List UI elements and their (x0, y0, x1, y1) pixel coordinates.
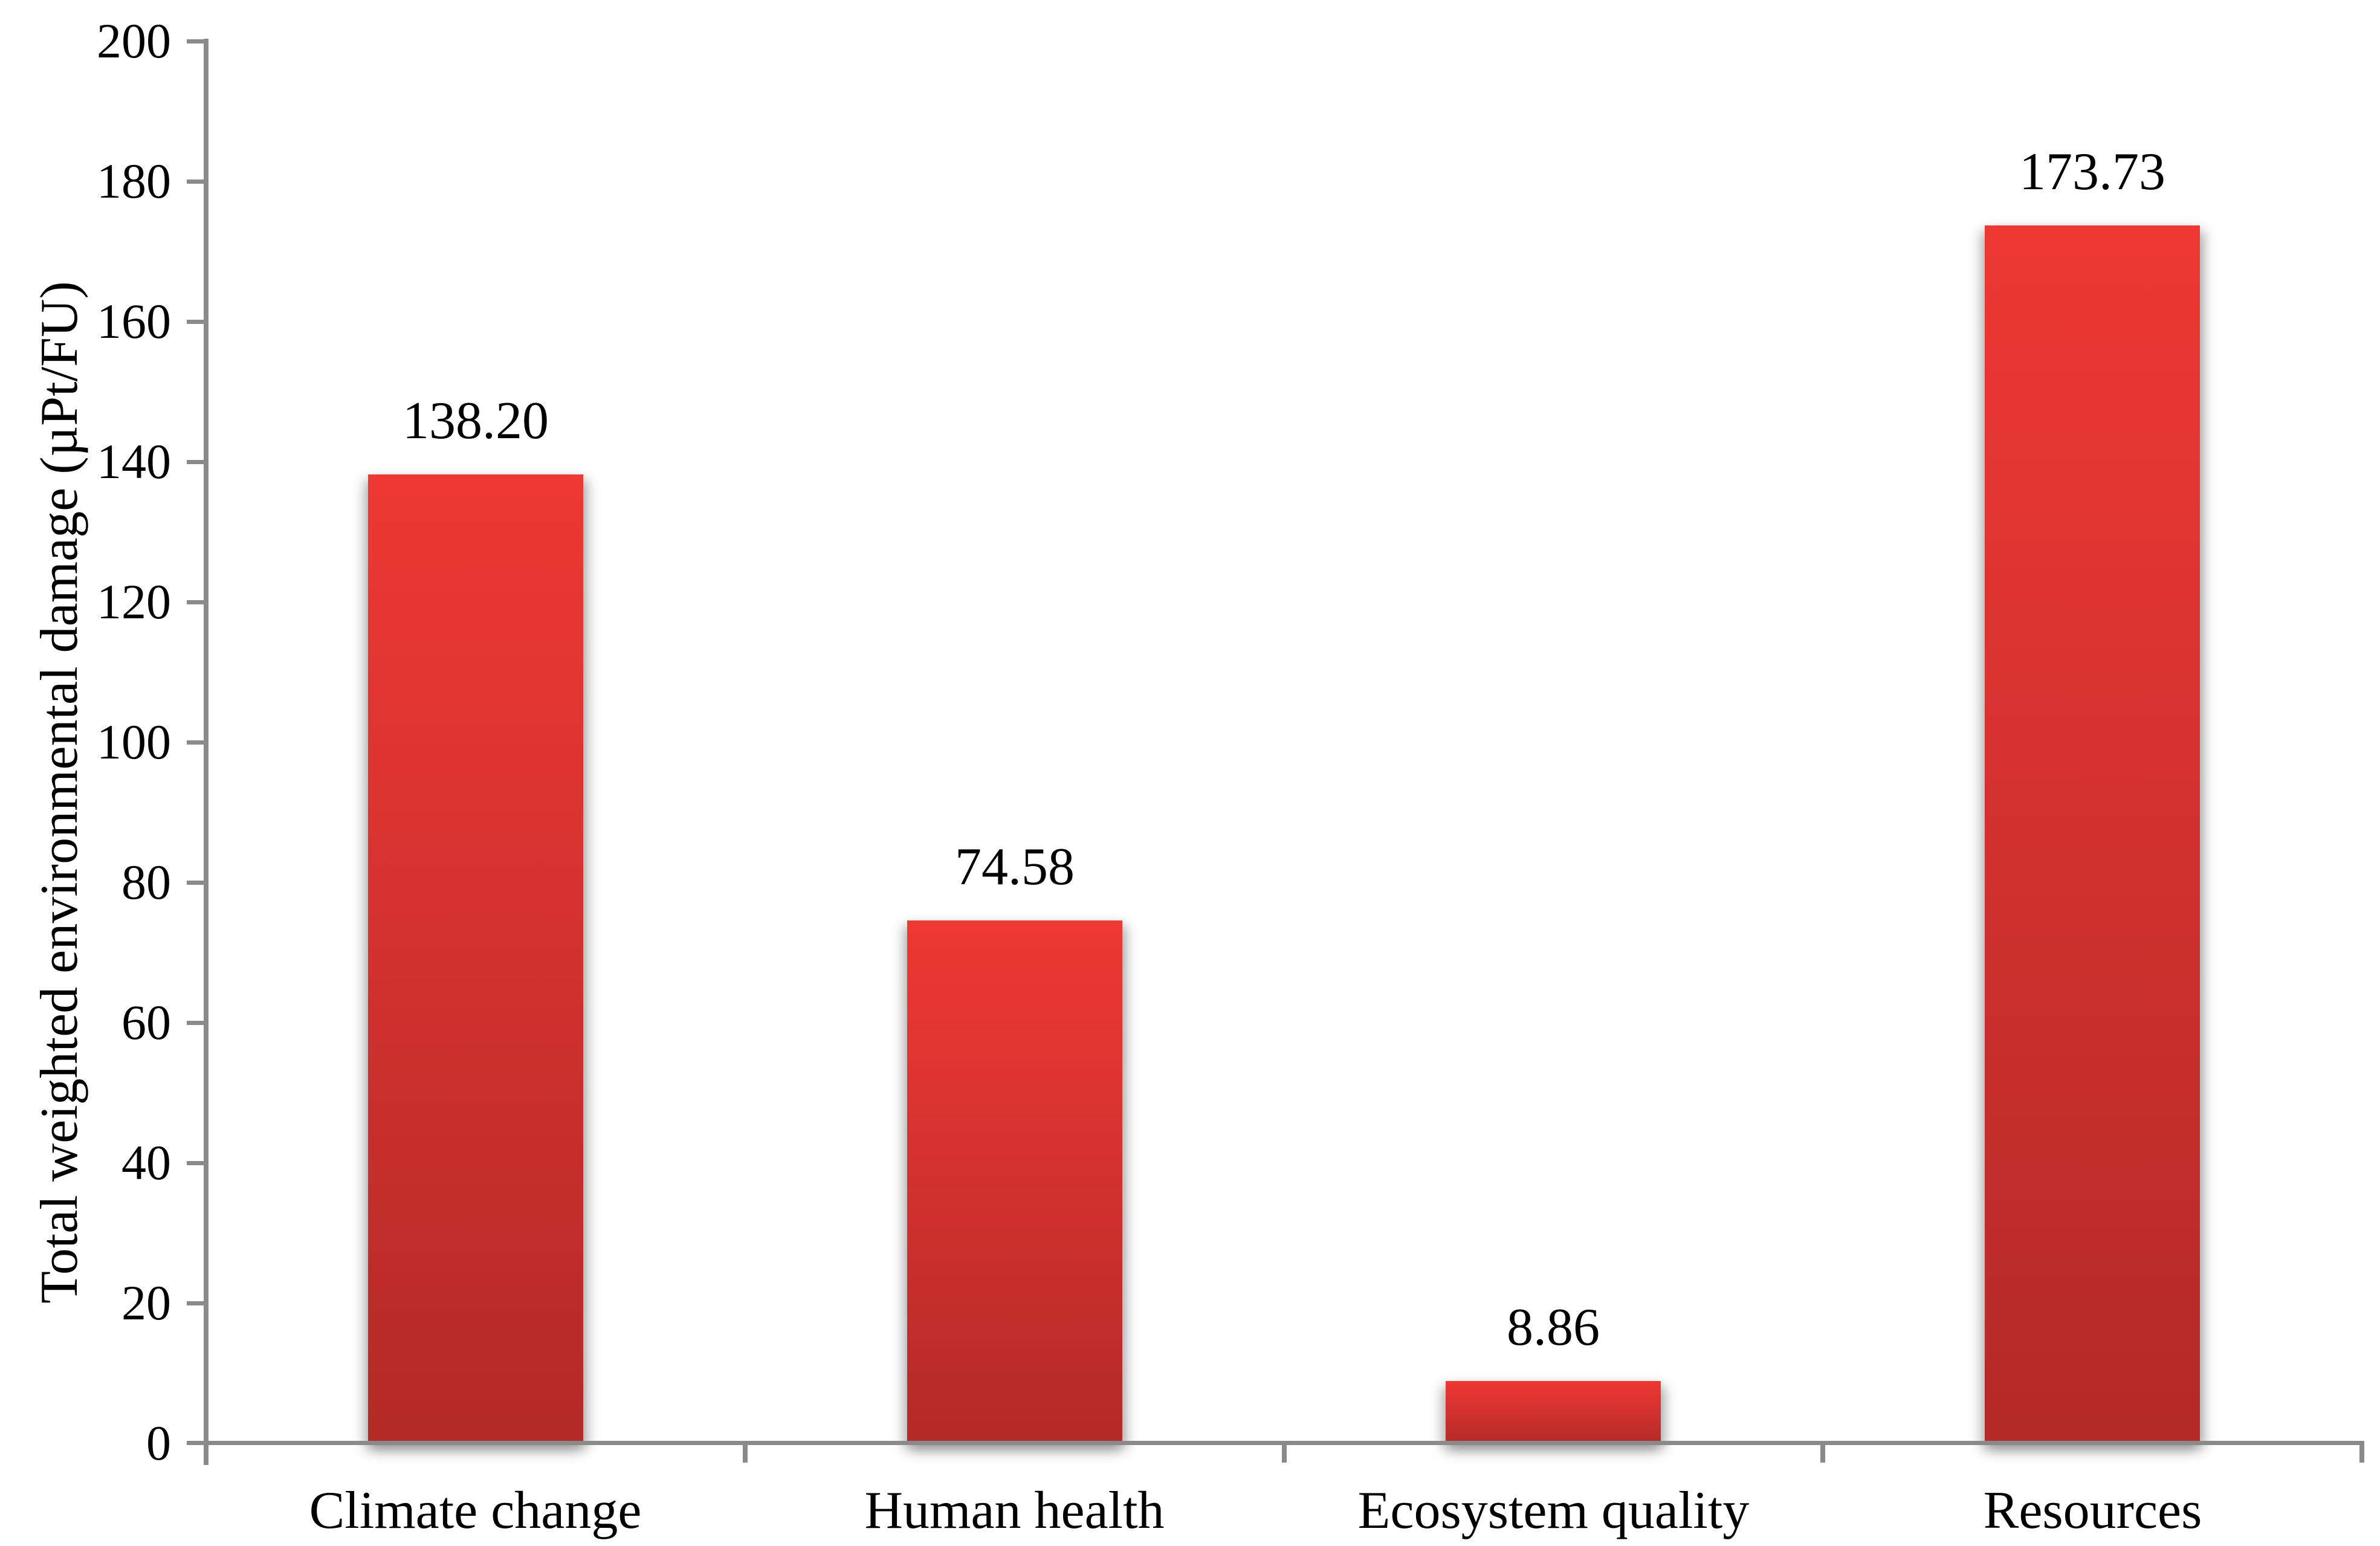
y-axis-title: Total weighted environmental damage (µPt… (30, 281, 89, 1304)
y-tick (187, 1021, 204, 1025)
x-tick (1820, 1441, 1825, 1463)
y-axis-line (204, 39, 209, 1465)
x-axis-line (187, 1441, 2364, 1445)
bar-climate-change (368, 474, 583, 1443)
y-tick-label: 60 (121, 995, 171, 1050)
y-tick (187, 180, 204, 184)
bar-ecosystem-quality (1446, 1381, 1661, 1443)
y-tick (187, 1301, 204, 1305)
y-tick (187, 600, 204, 604)
bar-resources (1985, 225, 2200, 1443)
y-tick-label: 160 (97, 294, 171, 349)
category-label: Ecosystem quality (1357, 1481, 1750, 1540)
y-tick (187, 460, 204, 464)
y-tick-label: 20 (121, 1275, 171, 1330)
x-tick (743, 1441, 748, 1463)
category-label: Climate change (309, 1481, 642, 1540)
y-tick-label: 80 (121, 855, 171, 910)
y-tick-label: 200 (97, 13, 171, 68)
y-tick-label: 180 (97, 154, 171, 209)
y-tick-label: 120 (97, 574, 171, 629)
data-label: 173.73 (2019, 143, 2165, 201)
data-label: 138.20 (403, 392, 549, 450)
y-tick-label: 140 (97, 434, 171, 489)
y-tick-label: 100 (97, 714, 171, 769)
y-tick-label: 40 (121, 1135, 171, 1190)
category-label: Human health (864, 1481, 1165, 1540)
category-label: Resources (1983, 1481, 2202, 1540)
x-tick (2359, 1441, 2364, 1463)
y-tick (187, 881, 204, 885)
y-tick (187, 39, 204, 44)
bar-human-health (907, 920, 1122, 1443)
data-label: 8.86 (1507, 1298, 1600, 1357)
y-tick-label: 0 (146, 1415, 171, 1470)
y-tick (187, 740, 204, 745)
x-tick (1282, 1441, 1287, 1463)
data-label: 74.58 (955, 838, 1075, 896)
y-tick (187, 320, 204, 324)
y-tick (187, 1161, 204, 1165)
